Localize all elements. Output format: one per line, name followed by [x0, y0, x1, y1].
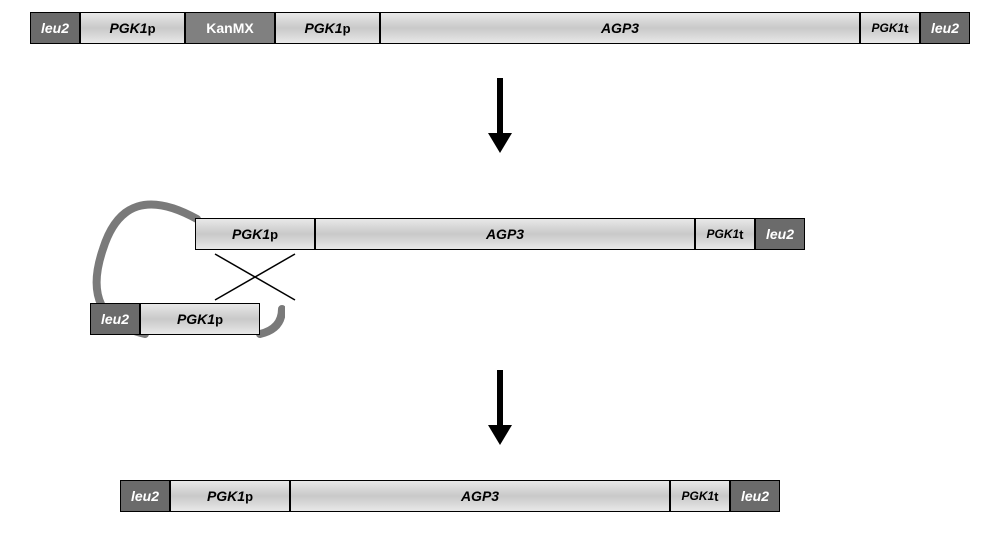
seg-agp3: AGP3	[380, 12, 860, 44]
label: PGK1	[177, 311, 215, 327]
label: leu2	[41, 20, 69, 36]
seg-pgk1t: PGK1t	[670, 480, 730, 512]
label: leu2	[931, 20, 959, 36]
label: KanMX	[206, 20, 253, 36]
label: leu2	[766, 226, 794, 242]
suffix: p	[148, 21, 156, 36]
label: AGP3	[486, 226, 524, 242]
label: PGK1	[207, 488, 245, 504]
label: PGK1	[871, 21, 904, 35]
label: PGK1	[109, 20, 147, 36]
label: PGK1	[304, 20, 342, 36]
suffix: t	[714, 489, 718, 504]
label: PGK1	[681, 489, 714, 503]
middle-upper-construct: PGK1p AGP3 PGK1t leu2	[195, 218, 805, 250]
label: leu2	[101, 311, 129, 327]
seg-leu2-right: leu2	[920, 12, 970, 44]
label: PGK1	[232, 226, 270, 242]
seg-kanmx: KanMX	[185, 12, 275, 44]
seg-leu2-right: leu2	[730, 480, 780, 512]
label: AGP3	[601, 20, 639, 36]
suffix: t	[904, 21, 908, 36]
bottom-construct: leu2 PGK1p AGP3 PGK1t leu2	[120, 480, 780, 512]
arrow-2	[484, 370, 516, 445]
seg-leu2: leu2	[755, 218, 805, 250]
seg-pgk1t: PGK1t	[860, 12, 920, 44]
seg-pgk1p-2: PGK1p	[275, 12, 380, 44]
suffix: p	[343, 21, 351, 36]
seg-agp3: AGP3	[315, 218, 695, 250]
seg-leu2-left: leu2	[30, 12, 80, 44]
label: AGP3	[461, 488, 499, 504]
label: PGK1	[706, 227, 739, 241]
seg-leu2-left: leu2	[120, 480, 170, 512]
label: leu2	[741, 488, 769, 504]
suffix: t	[739, 227, 743, 242]
arrow-1	[484, 78, 516, 153]
seg-leu2: leu2	[90, 303, 140, 335]
seg-pgk1p: PGK1p	[195, 218, 315, 250]
seg-pgk1p-1: PGK1p	[80, 12, 185, 44]
seg-agp3: AGP3	[290, 480, 670, 512]
seg-pgk1p: PGK1p	[140, 303, 260, 335]
middle-lower-construct: leu2 PGK1p	[90, 303, 260, 335]
recombination-cross	[210, 252, 300, 307]
suffix: p	[245, 489, 253, 504]
seg-pgk1p: PGK1p	[170, 480, 290, 512]
suffix: p	[215, 312, 223, 327]
suffix: p	[270, 227, 278, 242]
top-construct: leu2 PGK1p KanMX PGK1p AGP3 PGK1t leu2	[30, 12, 970, 44]
label: leu2	[131, 488, 159, 504]
seg-pgk1t: PGK1t	[695, 218, 755, 250]
